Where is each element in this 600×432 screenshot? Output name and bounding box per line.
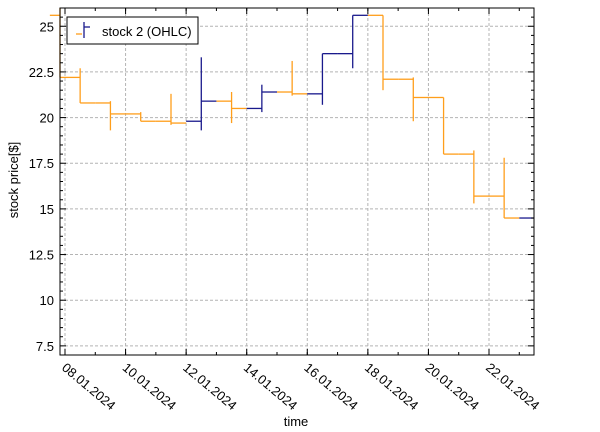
- x-tick-label: 22.01.2024: [483, 360, 542, 413]
- ohlc-bar: [337, 14, 368, 69]
- x-tick-label: 10.01.2024: [120, 360, 179, 413]
- y-tick-label: 22.5: [29, 65, 54, 80]
- legend-ohlc-symbol: [76, 22, 90, 38]
- legend: stock 2 (OHLC): [66, 16, 199, 45]
- x-tick-label: 20.01.2024: [423, 360, 482, 413]
- y-tick-label: 12.5: [29, 248, 54, 263]
- y-tick-label: 25: [40, 19, 54, 34]
- grid: [60, 8, 534, 355]
- plot-frame: [59, 7, 535, 356]
- ohlc-bar: [489, 157, 520, 219]
- x-tick-label: 18.01.2024: [362, 360, 421, 413]
- x-tick-label: 12.01.2024: [180, 360, 239, 413]
- ohlc-bars: [49, 8, 535, 219]
- ohlc-bar: [277, 60, 308, 96]
- y-tick-label: 20: [40, 111, 54, 126]
- ohlc-bar: [125, 112, 156, 122]
- y-tick-label: 15: [40, 202, 54, 217]
- y-tick-label: 7.5: [36, 339, 54, 354]
- legend-label: stock 2 (OHLC): [102, 24, 192, 39]
- x-axis-title: time: [284, 414, 309, 429]
- ohlc-bar: [65, 68, 96, 104]
- ohlc-bar: [155, 93, 187, 125]
- ohlc-bar: [95, 101, 126, 131]
- ohlc-bar: [367, 14, 399, 91]
- x-tick-label: 08.01.2024: [59, 360, 118, 413]
- x-tick-label: 16.01.2024: [301, 360, 360, 413]
- ohlc-bar: [307, 53, 338, 105]
- ohlc-bar: [216, 92, 247, 124]
- ohlc-bar: [398, 77, 429, 122]
- y-tick-label: 17.5: [29, 156, 54, 171]
- plot-area: [60, 8, 534, 355]
- y-axis-title: stock price[$]: [6, 142, 21, 219]
- ohlc-bar: [428, 96, 459, 155]
- legend-box: [66, 16, 199, 45]
- x-tick-label: 14.01.2024: [241, 360, 300, 413]
- y-tick-label: 10: [40, 293, 54, 308]
- ohlc-bar: [458, 150, 489, 204]
- ohlc-bar: [246, 84, 277, 113]
- ohlc-bar: [186, 57, 217, 131]
